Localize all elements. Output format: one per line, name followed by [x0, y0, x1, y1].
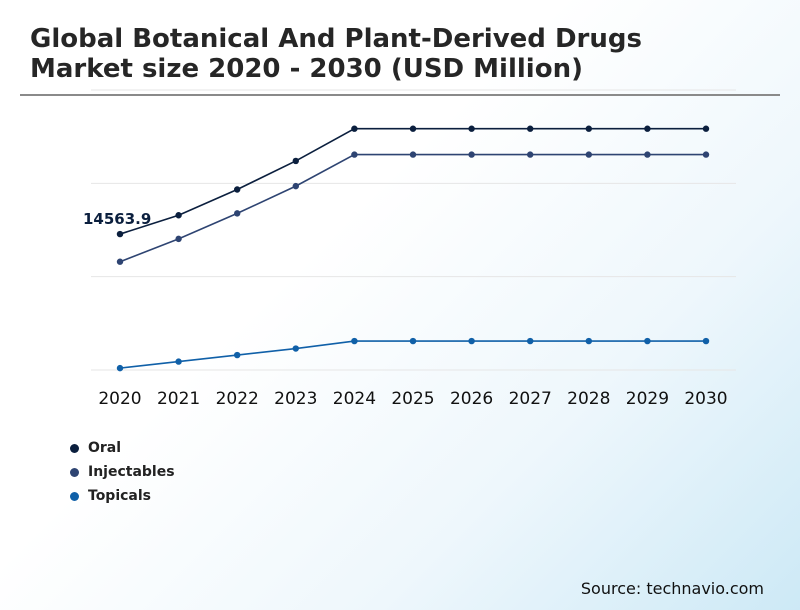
x-tick-label-2020: 2020 — [98, 389, 141, 409]
point-topicals-2021 — [175, 358, 182, 365]
x-tick-label-2029: 2029 — [626, 389, 669, 409]
gridlines — [91, 89, 736, 371]
legend-marker-oral — [70, 443, 79, 453]
legend-item-injectables: Injectables — [70, 460, 175, 484]
legend-item-topicals: Topicals — [70, 484, 175, 508]
chart-title-line-1: Global Botanical And Plant-Derived Drugs — [30, 24, 642, 54]
legend: Oral Injectables Topicals — [70, 436, 175, 508]
point-injectables-2028 — [585, 151, 592, 158]
x-tick-label-2022: 2022 — [216, 389, 259, 409]
legend-marker-injectables — [70, 467, 79, 477]
source-note: Source: technavio.com — [580, 579, 764, 598]
title-divider — [20, 94, 780, 96]
point-injectables-2022 — [234, 210, 241, 217]
point-topicals-2026 — [468, 337, 475, 345]
legend-label-injectables: Injectables — [88, 464, 175, 480]
point-injectables-2025 — [409, 151, 417, 158]
point-oral-2022 — [234, 186, 241, 193]
point-oral-2021 — [175, 212, 182, 219]
point-oral-2020 — [116, 230, 124, 238]
point-topicals-2028 — [585, 337, 592, 345]
point-injectables-2027 — [527, 151, 534, 158]
series-line-topicals — [119, 340, 706, 369]
legend-marker-topicals — [70, 491, 79, 501]
point-oral-2028 — [585, 125, 592, 132]
point-topicals-2027 — [527, 337, 534, 345]
x-tick-label-2024: 2024 — [333, 389, 376, 409]
x-tick-label-2023: 2023 — [274, 389, 317, 409]
x-tick-label-2027: 2027 — [509, 389, 552, 409]
point-injectables-2020 — [116, 258, 124, 265]
chart-title-line-2: Market size 2020 - 2030 (USD Million) — [30, 54, 583, 84]
point-topicals-2024 — [351, 337, 358, 345]
series-line-injectables — [119, 153, 706, 263]
point-oral-2024 — [351, 125, 358, 132]
legend-label-oral: Oral — [88, 440, 122, 456]
x-tick-label-2026: 2026 — [450, 389, 493, 409]
point-topicals-2022 — [234, 351, 241, 359]
x-tick-label-2025: 2025 — [391, 389, 434, 409]
line-chart: 2020 2021 2022 2023 2024 2025 2026 2027 2028 2029… — [83, 89, 736, 409]
legend-item-oral: Oral — [70, 436, 175, 460]
point-oral-2030 — [702, 125, 710, 132]
series-layer — [116, 125, 710, 372]
point-topicals-2030 — [702, 337, 710, 345]
chart-title: Global Botanical And Plant-Derived Drugs… — [30, 24, 642, 84]
point-topicals-2023 — [292, 345, 299, 352]
point-oral-2027 — [527, 125, 534, 132]
labels-layer: 2020 2021 2022 2023 2024 2025 2026 2027 2028 2029… — [83, 210, 728, 409]
x-tick-label-2028: 2028 — [567, 389, 610, 409]
point-topicals-2020 — [116, 364, 124, 372]
point-oral-2026 — [468, 125, 475, 132]
x-tick-label-2021: 2021 — [157, 389, 200, 409]
point-injectables-2021 — [175, 235, 182, 243]
point-topicals-2029 — [644, 337, 651, 345]
point-oral-2029 — [644, 125, 651, 132]
point-oral-2023 — [292, 157, 299, 165]
point-oral-2025 — [409, 125, 417, 132]
x-tick-label-2030: 2030 — [684, 389, 727, 409]
series-line-oral — [119, 127, 706, 235]
legend-label-topicals: Topicals — [88, 488, 152, 504]
point-injectables-2026 — [468, 151, 475, 158]
point-injectables-2024 — [351, 151, 358, 158]
point-injectables-2023 — [292, 182, 299, 190]
data-label-0: 14563.9 — [83, 210, 151, 228]
point-injectables-2030 — [702, 151, 710, 158]
point-injectables-2029 — [644, 151, 651, 158]
point-topicals-2025 — [409, 337, 417, 345]
